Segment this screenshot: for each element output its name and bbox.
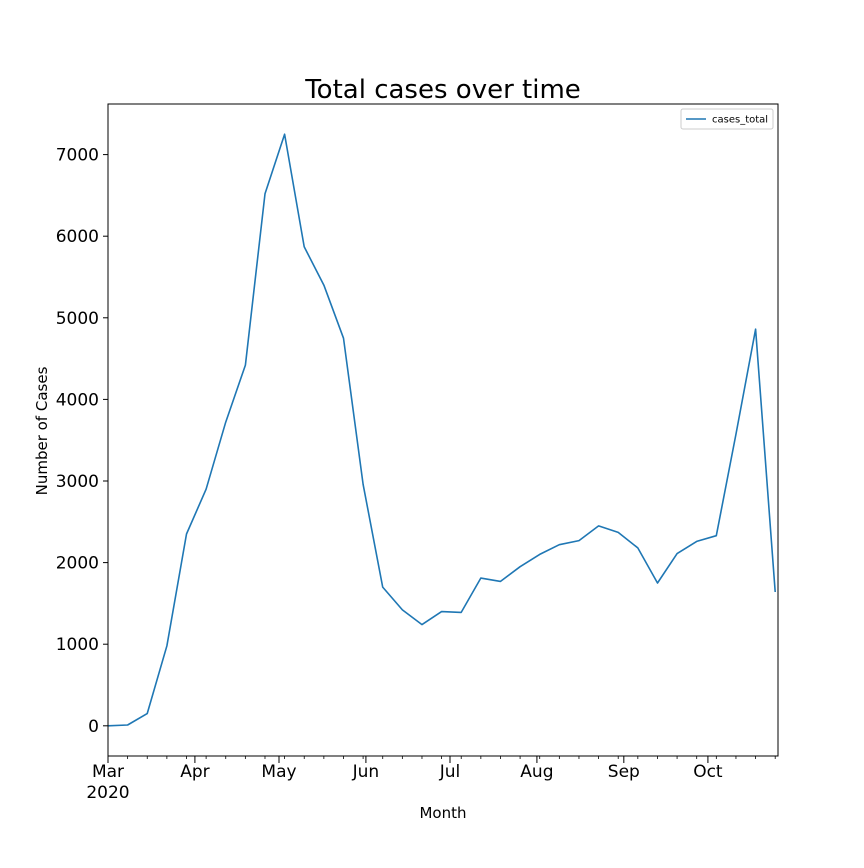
y-tick-label: 0 <box>88 717 99 737</box>
y-tick-label: 2000 <box>56 554 99 574</box>
y-tick-label: 3000 <box>56 472 99 492</box>
axes-frame <box>107 103 779 757</box>
y-tick-label: 4000 <box>56 390 99 410</box>
axes: 0 1000 2000 3000 4000 5000 6000 7000 Mar 2020 Apr M… <box>56 103 779 803</box>
legend-label: cases_total <box>712 115 768 126</box>
x-tick-label: May <box>261 762 296 782</box>
legend-box <box>680 108 774 130</box>
plot-area <box>107 133 776 727</box>
y-tick-label: 1000 <box>56 635 99 655</box>
x-tick-label: Oct <box>693 762 723 782</box>
x-tick-label: Mar 2020 <box>86 762 129 803</box>
x-tick-label: Aug <box>520 762 553 782</box>
x-tick-label: Sep <box>608 762 640 782</box>
y-tick-label: 6000 <box>56 227 99 247</box>
series-line-cases_total <box>107 133 776 727</box>
x-tick-label: Apr <box>180 762 209 782</box>
x-tick-label: Jun <box>352 762 380 782</box>
legend: cases_total <box>680 108 774 130</box>
chart-title: Total cases over time <box>304 75 581 105</box>
x-tick-label: Jul <box>439 762 461 782</box>
y-axis-label: Number of Cases <box>33 366 51 495</box>
x-axis-label: Month <box>419 804 466 822</box>
y-tick-label: 5000 <box>56 309 99 329</box>
y-tick-label: 7000 <box>56 146 99 166</box>
